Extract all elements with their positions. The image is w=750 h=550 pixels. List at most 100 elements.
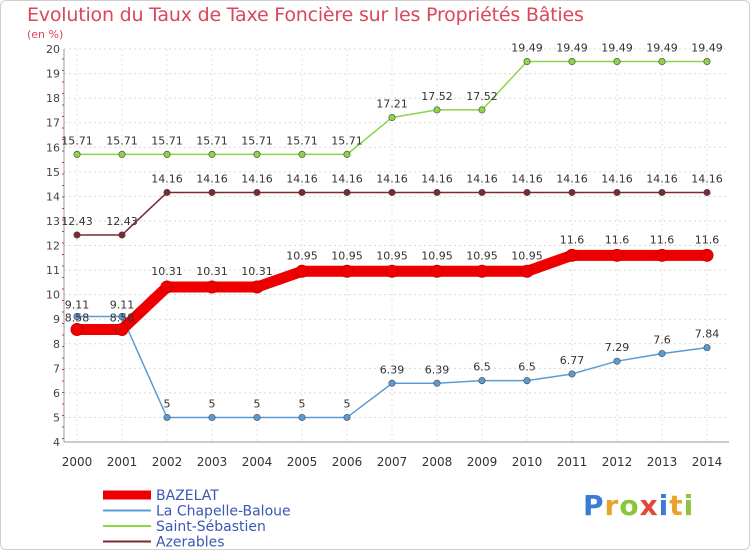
series-point-1 bbox=[208, 413, 216, 421]
logo-letter: r bbox=[604, 489, 620, 522]
data-label: 7.84 bbox=[695, 328, 720, 341]
data-label: 14.16 bbox=[241, 172, 273, 185]
data-label: 11.6 bbox=[605, 233, 630, 246]
data-label: 17.52 bbox=[466, 90, 498, 103]
series-point-3 bbox=[613, 188, 621, 196]
data-label: 14.16 bbox=[376, 172, 408, 185]
x-tick-label: 2007 bbox=[377, 455, 408, 469]
y-tick-label: 13 bbox=[46, 215, 60, 228]
data-label: 14.16 bbox=[511, 172, 543, 185]
series-point-1 bbox=[523, 377, 531, 385]
data-label: 10.95 bbox=[331, 249, 363, 262]
x-tick-label: 2013 bbox=[647, 455, 678, 469]
data-label: 10.31 bbox=[241, 265, 273, 278]
series-point-3 bbox=[118, 231, 126, 239]
legend-label-0: BAZELAT bbox=[156, 488, 219, 504]
y-axis-unit-label: (en %) bbox=[27, 28, 64, 41]
series-point-0 bbox=[340, 264, 354, 278]
series-point-1 bbox=[73, 312, 81, 320]
y-tick-label: 14 bbox=[46, 190, 60, 203]
data-label: 14.16 bbox=[421, 172, 453, 185]
series-point-1 bbox=[658, 350, 666, 358]
y-tick-label: 20 bbox=[46, 43, 60, 56]
series-point-3 bbox=[253, 188, 261, 196]
series-point-3 bbox=[163, 188, 171, 196]
y-tick-label: 8 bbox=[53, 338, 60, 351]
data-label: 6.39 bbox=[380, 363, 405, 376]
data-label: 10.95 bbox=[286, 249, 318, 262]
series-point-3 bbox=[73, 231, 81, 239]
data-label: 5 bbox=[344, 397, 351, 410]
series-point-3 bbox=[208, 188, 216, 196]
data-label: 5 bbox=[254, 397, 261, 410]
series-point-0 bbox=[250, 280, 264, 294]
series-point-0 bbox=[205, 280, 219, 294]
x-tick-label: 2014 bbox=[692, 455, 723, 469]
data-label: 14.16 bbox=[556, 172, 588, 185]
chart-title: Evolution du Taux de Taxe Foncière sur l… bbox=[27, 4, 584, 26]
series-point-2 bbox=[163, 150, 171, 158]
series-point-3 bbox=[703, 188, 711, 196]
data-label: 10.95 bbox=[421, 249, 453, 262]
series-point-2 bbox=[73, 150, 81, 158]
proxiti-logo: Proxiti bbox=[583, 489, 694, 522]
data-label: 14.16 bbox=[691, 172, 723, 185]
y-tick-label: 16 bbox=[46, 141, 60, 154]
data-label: 6.39 bbox=[425, 363, 450, 376]
series-point-1 bbox=[568, 370, 576, 378]
data-label: 14.16 bbox=[151, 172, 183, 185]
data-label: 10.31 bbox=[196, 265, 228, 278]
series-point-2 bbox=[343, 150, 351, 158]
series-point-1 bbox=[613, 357, 621, 365]
y-tick-label: 15 bbox=[46, 166, 60, 179]
series-point-1 bbox=[163, 413, 171, 421]
logo-letter: x bbox=[639, 489, 659, 522]
x-tick-label: 2002 bbox=[152, 455, 183, 469]
y-tick-label: 11 bbox=[46, 264, 60, 277]
series-point-0 bbox=[655, 248, 669, 262]
y-tick-label: 12 bbox=[46, 240, 60, 253]
data-label: 6.77 bbox=[560, 354, 585, 367]
x-tick-label: 2011 bbox=[557, 455, 588, 469]
data-label: 15.71 bbox=[151, 134, 183, 147]
series-point-3 bbox=[298, 188, 306, 196]
series-point-2 bbox=[118, 150, 126, 158]
logo-letter: o bbox=[619, 489, 640, 522]
x-tick-label: 2012 bbox=[602, 455, 633, 469]
series-point-0 bbox=[430, 264, 444, 278]
y-tick-label: 7 bbox=[53, 362, 60, 375]
series-line-3 bbox=[77, 191, 707, 236]
series-point-0 bbox=[700, 248, 714, 262]
series-point-2 bbox=[658, 58, 666, 66]
data-label: 10.95 bbox=[466, 249, 498, 262]
data-label: 19.49 bbox=[511, 42, 543, 55]
x-tick-label: 2005 bbox=[287, 455, 318, 469]
x-tick-label: 2009 bbox=[467, 455, 498, 469]
data-label: 8.58 bbox=[65, 312, 90, 325]
x-tick-label: 2006 bbox=[332, 455, 363, 469]
data-label: 17.21 bbox=[376, 98, 408, 111]
series-point-0 bbox=[295, 264, 309, 278]
data-label: 15.71 bbox=[286, 134, 318, 147]
x-tick-label: 2010 bbox=[512, 455, 543, 469]
data-label: 11.6 bbox=[650, 233, 675, 246]
data-label: 11.6 bbox=[560, 233, 585, 246]
data-label: 14.16 bbox=[196, 172, 228, 185]
data-label: 5 bbox=[299, 397, 306, 410]
data-label: 19.49 bbox=[691, 42, 723, 55]
data-label: 7.6 bbox=[653, 334, 671, 347]
legend-label-1: La Chapelle-Baloue bbox=[156, 504, 291, 520]
logo-letter: P bbox=[583, 489, 605, 522]
x-tick-label: 2000 bbox=[62, 455, 93, 469]
series-point-2 bbox=[298, 150, 306, 158]
series-point-1 bbox=[253, 413, 261, 421]
series-point-2 bbox=[568, 58, 576, 66]
data-label: 19.49 bbox=[556, 42, 588, 55]
x-tick-label: 2004 bbox=[242, 455, 273, 469]
series-point-0 bbox=[520, 264, 534, 278]
series-point-1 bbox=[343, 413, 351, 421]
x-tick-label: 2008 bbox=[422, 455, 453, 469]
series-point-0 bbox=[115, 323, 129, 337]
series-point-3 bbox=[478, 188, 486, 196]
data-label: 19.49 bbox=[646, 42, 678, 55]
